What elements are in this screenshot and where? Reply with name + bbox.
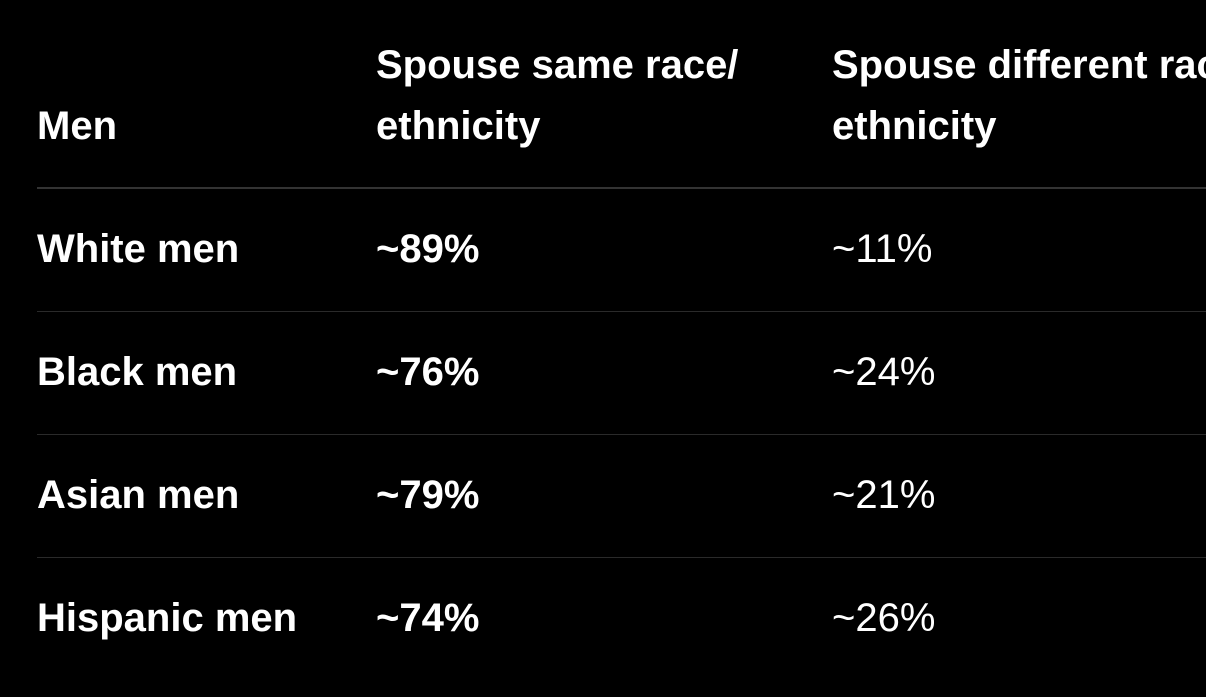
same-value: ~74% xyxy=(376,596,480,641)
marriage-table: Men Spouse same race/ ethnicity Spouse d… xyxy=(37,0,1206,680)
table-row: Black men ~76% ~24% xyxy=(37,311,1206,434)
header-row: Men Spouse same race/ ethnicity Spouse d… xyxy=(37,0,1206,188)
different-value: ~24% xyxy=(832,350,936,394)
column-header-same: Spouse same race/ ethnicity xyxy=(376,0,832,188)
column-header-group: Men xyxy=(37,0,376,188)
table-row: White men ~89% ~11% xyxy=(37,188,1206,311)
row-label: Asian men xyxy=(37,473,240,517)
row-label: White men xyxy=(37,227,240,272)
table-header: Men Spouse same race/ ethnicity Spouse d… xyxy=(37,0,1206,188)
same-value: ~76% xyxy=(376,350,480,394)
table-row: Hispanic men ~74% ~26% xyxy=(37,557,1206,680)
column-header-different-line1: Spouse different race/ xyxy=(832,43,1206,87)
marriage-table-container[interactable]: Men Spouse same race/ ethnicity Spouse d… xyxy=(37,0,1206,697)
table-row: Asian men ~79% ~21% xyxy=(37,434,1206,557)
column-header-same-line2: ethnicity xyxy=(376,104,541,148)
same-value: ~79% xyxy=(376,473,480,517)
row-label: Black men xyxy=(37,350,238,394)
column-header-different: Spouse different race/ ethnicity xyxy=(832,0,1206,188)
different-value: ~11% xyxy=(832,227,933,272)
column-header-different-line2: ethnicity xyxy=(832,104,997,148)
row-label: Hispanic men xyxy=(37,596,298,641)
different-value: ~21% xyxy=(832,473,936,517)
different-value: ~26% xyxy=(832,596,936,641)
table-body: White men ~89% ~11% Black men ~76% ~24% … xyxy=(37,188,1206,680)
column-header-group-label: Men xyxy=(37,104,117,148)
column-header-same-line1: Spouse same race/ xyxy=(376,43,739,87)
same-value: ~89% xyxy=(376,227,480,272)
